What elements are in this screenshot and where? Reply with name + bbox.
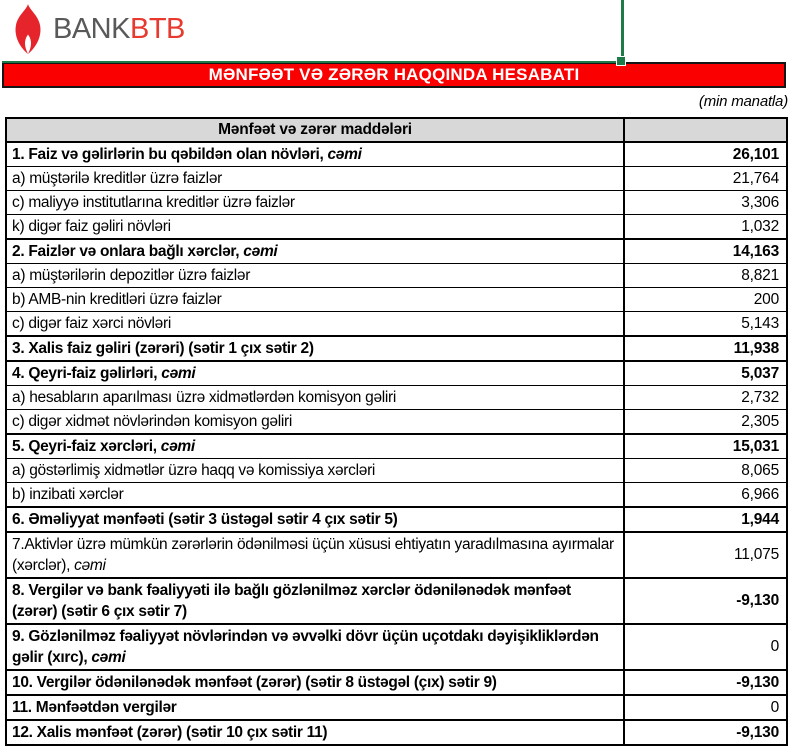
table-row: 6. Əməliyyat mənfəəti (sətir 3 üstəgəl s… xyxy=(5,506,788,533)
value-column-header xyxy=(623,117,788,143)
row-value: 8,821 xyxy=(623,263,788,288)
table-row: b) AMB-nin kreditləri üzrə faizlər 200 xyxy=(5,287,788,312)
table-row: k) digər faiz gəliri növləri 1,032 xyxy=(5,214,788,240)
row-label: 9. Gözlənilməz fəaliyyət növlərindən və … xyxy=(5,623,625,671)
table-row: 10. Vergilər ödənilənədək mənfəət (zərər… xyxy=(5,669,788,696)
flame-icon xyxy=(15,4,41,54)
row-label: 4. Qeyri-faiz gəlirləri, cəmi xyxy=(5,360,625,386)
row-value: 5,037 xyxy=(623,360,788,386)
row-label: a) hesabların aparılması üzrə xidmətlərd… xyxy=(5,385,625,410)
row-value: 11,938 xyxy=(623,335,788,362)
row-label: 6. Əməliyyat mənfəəti (sətir 3 üstəgəl s… xyxy=(5,506,625,533)
row-value: 0 xyxy=(623,623,788,671)
row-value: 21,764 xyxy=(623,166,788,191)
table-row: a) göstərlimiş xidmətlər üzrə haqq və ko… xyxy=(5,458,788,483)
table-row: 7.Aktivlər üzrə mümkün zərərlərin ödənil… xyxy=(5,531,788,579)
row-value: 2,732 xyxy=(623,385,788,410)
row-label: c) digər faiz xərci növləri xyxy=(5,311,625,337)
row-label: a) müştərilə kreditlər üzrə faizlər xyxy=(5,166,625,191)
table-row: 4. Qeyri-faiz gəlirləri, cəmi 5,037 xyxy=(5,360,788,386)
row-label: 5. Qeyri-faiz xərcləri, cəmi xyxy=(5,433,625,459)
bank-logo-text: BANKBTB xyxy=(53,13,185,46)
bank-logo: BANKBTB xyxy=(12,4,185,54)
table-row: a) hesabların aparılması üzrə xidmətlərd… xyxy=(5,385,788,410)
table-row: c) digər faiz xərci növləri 5,143 xyxy=(5,311,788,337)
table-row: 1. Faiz və gəlirlərin bu qəbildən olan n… xyxy=(5,141,788,167)
row-label: a) göstərlimiş xidmətlər üzrə haqq və ko… xyxy=(5,458,625,483)
row-value: 200 xyxy=(623,287,788,312)
table-row: b) inzibati xərclər 6,966 xyxy=(5,482,788,508)
row-label: c) maliyyə institutlarına kreditlər üzrə… xyxy=(5,190,625,215)
row-label: 1. Faiz və gəlirlərin bu qəbildən olan n… xyxy=(5,141,625,167)
table-header-row: Mənfəət və zərər maddələri xyxy=(5,117,788,143)
row-label: b) AMB-nin kreditləri üzrə faizlər xyxy=(5,287,625,312)
profit-loss-table: Mənfəət və zərər maddələri 1. Faiz və gə… xyxy=(5,117,788,746)
table-row: 8. Vergilər və bank fəaliyyəti ilə bağlı… xyxy=(5,577,788,625)
table-row: a) müştərilə kreditlər üzrə faizlər 21,76… xyxy=(5,166,788,191)
row-value: 26,101 xyxy=(623,141,788,167)
row-label: b) inzibati xərclər xyxy=(5,482,625,508)
row-label: 12. Xalis mənfəət (zərər) (sətir 10 çıx … xyxy=(5,719,625,746)
row-value: 2,305 xyxy=(623,409,788,435)
shape-selection-handle[interactable] xyxy=(616,56,626,66)
row-label: 3. Xalis faiz gəliri (zərəri) (sətir 1 ç… xyxy=(5,335,625,362)
row-value: 1,944 xyxy=(623,506,788,533)
row-value: 8,065 xyxy=(623,458,788,483)
row-value: 15,031 xyxy=(623,433,788,459)
row-value: 0 xyxy=(623,694,788,721)
table-row: c) maliyyə institutlarına kreditlər üzrə… xyxy=(5,190,788,215)
logo-bank-word: BANK xyxy=(53,12,130,45)
units-note: (min manatla) xyxy=(698,93,788,110)
row-label: a) müştərilərin depozitlər üzrə faizlər xyxy=(5,263,625,288)
row-value: 6,966 xyxy=(623,482,788,508)
row-label: k) digər faiz gəliri növləri xyxy=(5,214,625,240)
row-value: 14,163 xyxy=(623,238,788,264)
row-value: 1,032 xyxy=(623,214,788,240)
row-label: c) digər xidmət növlərindən komisyon gəl… xyxy=(5,409,625,435)
items-column-header: Mənfəət və zərər maddələri xyxy=(5,117,625,143)
logo-btb-word: BTB xyxy=(129,12,185,45)
row-label: 8. Vergilər və bank fəaliyyəti ilə bağlı… xyxy=(5,577,625,625)
row-label: 7.Aktivlər üzrə mümkün zərərlərin ödənil… xyxy=(5,531,625,579)
table-row: 12. Xalis mənfəət (zərər) (sətir 10 çıx … xyxy=(5,719,788,746)
table-row: 2. Faizlər və onlara bağlı xərclər, cəmi… xyxy=(5,238,788,264)
table-row: 9. Gözlənilməz fəaliyyət növlərindən və … xyxy=(5,623,788,671)
row-value: -9,130 xyxy=(623,719,788,746)
row-value: -9,130 xyxy=(623,669,788,696)
table-row: 3. Xalis faiz gəliri (zərəri) (sətir 1 ç… xyxy=(5,335,788,362)
row-value: -9,130 xyxy=(623,577,788,625)
green-shape-line-horizontal[interactable] xyxy=(2,61,624,63)
report-title: MƏNFƏƏT VƏ ZƏRƏR HAQQINDA HESABATI xyxy=(208,65,580,84)
row-value: 5,143 xyxy=(623,311,788,337)
green-shape-line-vertical[interactable] xyxy=(621,0,624,61)
table-row: c) digər xidmət növlərindən komisyon gəl… xyxy=(5,409,788,435)
row-label: 11. Mənfəətdən vergilər xyxy=(5,694,625,721)
row-value: 3,306 xyxy=(623,190,788,215)
report-title-banner: MƏNFƏƏT VƏ ZƏRƏR HAQQINDA HESABATI xyxy=(2,62,786,88)
row-value: 11,075 xyxy=(623,531,788,579)
table-row: 5. Qeyri-faiz xərcləri, cəmi 15,031 xyxy=(5,433,788,459)
table-row: a) müştərilərin depozitlər üzrə faizlər 8… xyxy=(5,263,788,288)
row-label: 10. Vergilər ödənilənədək mənfəət (zərər… xyxy=(5,669,625,696)
row-label: 2. Faizlər və onlara bağlı xərclər, cəmi xyxy=(5,238,625,264)
report-table-body: 1. Faiz və gəlirlərin bu qəbildən olan n… xyxy=(5,141,788,746)
table-row: 11. Mənfəətdən vergilər 0 xyxy=(5,694,788,721)
